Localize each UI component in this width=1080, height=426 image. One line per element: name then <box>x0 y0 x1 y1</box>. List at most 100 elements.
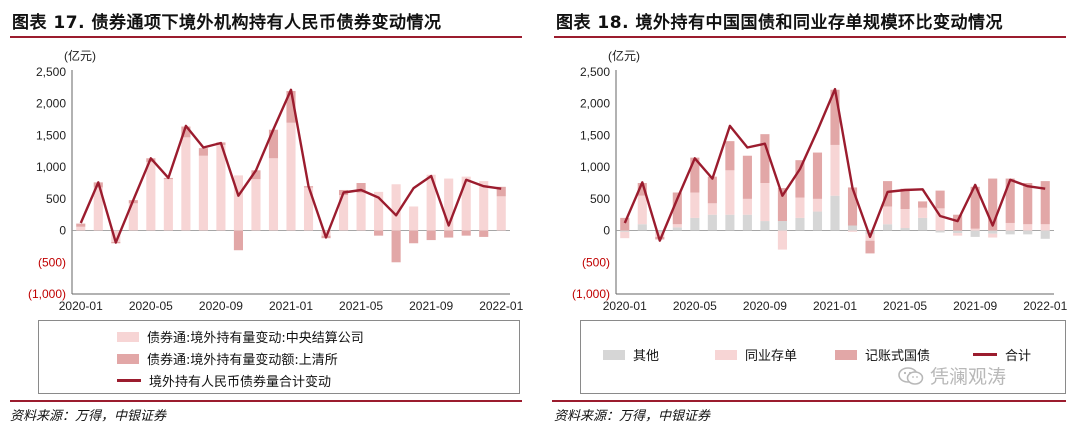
x-tick-label: 2021-05 <box>883 299 927 313</box>
bar <box>198 155 208 231</box>
bar <box>865 240 875 254</box>
legend-swatch-pale <box>117 331 139 342</box>
bar <box>461 230 471 236</box>
bar <box>286 91 296 123</box>
panel-figure-17: 图表 17. 债券通项下境外机构持有人民币债券变动情况 (亿元) 2,500 2,0… <box>0 0 536 426</box>
bar <box>847 225 858 231</box>
legend-swatch-line <box>117 379 141 382</box>
bar-line-chart-18: (亿元) 2,500 2,000 1,500 1,000 500 0 (500) (1,000)… <box>572 48 1068 313</box>
bar <box>76 223 86 227</box>
bar <box>1040 224 1050 231</box>
bar <box>970 230 980 237</box>
bar <box>918 201 928 208</box>
bar <box>953 214 963 231</box>
y-tick-label: (500) <box>582 255 610 269</box>
bar <box>1005 178 1015 223</box>
y-tick-label: 500 <box>590 192 610 206</box>
source-note: 资料来源：万得，中银证券 <box>554 409 711 424</box>
x-tick-label: 2021-01 <box>269 299 313 313</box>
bar <box>321 230 331 236</box>
x-tick-label: 2020-01 <box>603 299 647 313</box>
bar <box>760 183 770 222</box>
legend-swatch-mid <box>117 353 139 364</box>
bar <box>409 206 419 231</box>
bar <box>812 152 823 199</box>
bar <box>76 226 86 231</box>
y-tick-label: (500) <box>38 255 66 269</box>
source-rule <box>10 400 522 402</box>
legend-label: 其他 <box>633 349 660 364</box>
y-tick-label: 1,500 <box>36 128 66 142</box>
bar <box>690 217 700 231</box>
bar <box>356 192 366 231</box>
bar <box>830 89 840 145</box>
x-tick-label: 2020-01 <box>59 299 103 313</box>
bar <box>742 214 752 231</box>
bar <box>374 191 384 231</box>
bar <box>953 233 963 236</box>
bar <box>128 203 138 231</box>
legend-label: 合计 <box>1005 349 1032 364</box>
bar <box>163 179 173 231</box>
bar <box>251 179 261 231</box>
x-tick-label: 2020-09 <box>743 299 787 313</box>
watermark: 凭澜观涛 <box>898 362 1006 389</box>
unit-label: (亿元) <box>64 48 96 63</box>
bar <box>1005 230 1015 235</box>
bar <box>216 144 226 231</box>
bar <box>496 186 506 197</box>
bar <box>93 187 103 231</box>
legend-item-total: 合计 <box>973 345 1031 364</box>
y-tick-label: 2,000 <box>36 97 66 111</box>
bar <box>988 233 998 238</box>
bar <box>444 178 454 231</box>
bar <box>707 203 717 215</box>
bar <box>1005 222 1015 231</box>
bar <box>268 158 279 231</box>
bar <box>707 176 717 204</box>
y-tick-label: 500 <box>46 192 66 206</box>
y-tick-label: 1,500 <box>580 128 610 142</box>
legend: 其他 同业存单 记账式国债 合计 <box>580 320 1066 394</box>
bar <box>620 217 630 231</box>
bar <box>181 137 191 231</box>
legend-swatch-grey <box>603 349 625 360</box>
bar <box>812 198 823 212</box>
bar <box>1023 183 1033 225</box>
bar <box>935 190 945 209</box>
y-tick-label: 0 <box>603 224 610 238</box>
bar <box>777 188 787 222</box>
bar <box>637 183 647 196</box>
bar <box>900 188 910 210</box>
bar <box>883 224 893 231</box>
legend: 债券通:境外持有量变动:中央结算公司 债券通:境外持有量变动额:上清所 境外持有… <box>38 320 520 394</box>
bar <box>725 214 735 231</box>
panel-figure-18: 图表 18. 境外持有中国国债和同业存单规模环比变动情况 (亿元) 2,500 2,… <box>544 0 1080 426</box>
chart-title: 图表 17. 债券通项下境外机构持有人民币债券变动情况 <box>12 13 442 33</box>
x-tick-label: 2021-01 <box>813 299 857 313</box>
bar <box>742 155 752 199</box>
bar <box>286 122 296 231</box>
legend-swatch-line <box>973 353 997 356</box>
bar <box>953 230 963 234</box>
y-tick-label: 2,500 <box>36 65 66 79</box>
bar <box>479 230 489 237</box>
source-note: 资料来源：万得，中银证券 <box>10 409 167 424</box>
x-tick-label: 2020-09 <box>199 299 243 313</box>
bar <box>655 230 665 233</box>
bar <box>970 186 980 229</box>
bar <box>409 230 419 244</box>
bar <box>146 162 156 231</box>
bar <box>690 192 700 218</box>
bar <box>918 217 928 231</box>
bar <box>479 181 489 231</box>
bar <box>1023 224 1033 231</box>
bar <box>777 221 787 231</box>
legend-swatch-pale <box>715 349 737 360</box>
bar <box>496 196 506 231</box>
wechat-icon <box>898 366 924 385</box>
bar <box>356 183 366 193</box>
bar <box>637 224 647 231</box>
y-tick-label: 1,000 <box>36 160 66 174</box>
bar <box>620 230 630 232</box>
